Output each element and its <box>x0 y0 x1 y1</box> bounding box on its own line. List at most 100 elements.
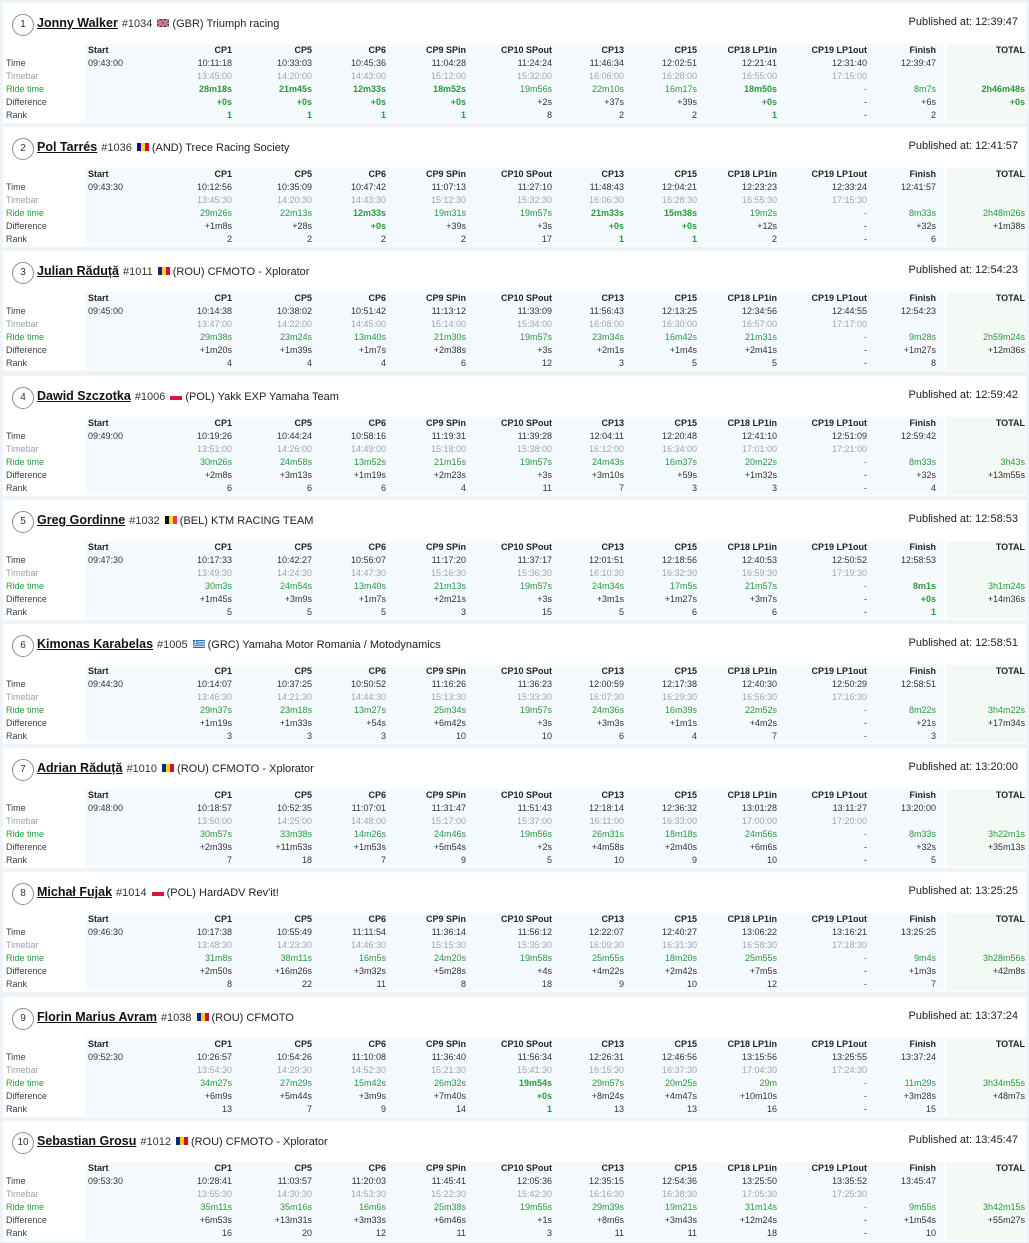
splits-table: Time Timebar Ride time Difference Rank Start 0… <box>3 1037 1026 1116</box>
timebar-cp10-spout: 15:41:30 <box>516 1064 552 1075</box>
column-header-cp15: CP15 <box>674 666 697 676</box>
rank-cp9-spin: 4 <box>460 482 466 493</box>
rider-number: #1011 <box>122 266 153 279</box>
column-header-cp9-spin: CP9 SPin <box>425 1038 466 1049</box>
diff-cp18-lp1in: +7m5s <box>749 966 777 977</box>
rider-name-link[interactable]: Pol Tarrés <box>37 140 98 155</box>
diff-cp9-spin: +39s <box>446 221 466 232</box>
rank-cp1: 1 <box>226 110 232 120</box>
column-header-cp5: CP5 <box>294 666 312 676</box>
diff-cp18-lp1in: +12s <box>757 221 777 232</box>
column-header-total: TOTAL <box>995 541 1025 552</box>
column-shade <box>946 44 1026 122</box>
position-badge: 6 <box>12 635 34 657</box>
diff-cp18-lp1in: +4m2s <box>749 718 777 728</box>
row-label: Difference <box>6 718 47 728</box>
time-cp1: 10:19:26 <box>196 430 232 441</box>
ride-cp10-spout: 19m55s <box>519 1201 552 1212</box>
diff-cp9-spin: +2m21s <box>433 593 466 604</box>
rider-number: #1032 <box>129 514 160 527</box>
rider-card: 5 Greg Gordinne #1032 (BEL) KTM RACING TEAM… <box>3 499 1026 620</box>
ride-total: 2h46m48s <box>981 84 1025 94</box>
row-label: Ride time <box>6 705 45 715</box>
rider-name-link[interactable]: Florin Marius Avram <box>37 1009 157 1024</box>
column-header-cp10-spout: CP10 SPout <box>500 790 552 801</box>
rider-name-link[interactable]: Michał Fujak <box>37 885 113 900</box>
column-header-total: TOTAL <box>995 417 1025 428</box>
row-label: Timebar <box>6 195 39 206</box>
rank-cp6: 3 <box>380 731 386 741</box>
timebar-cp10-spout: 15:37:00 <box>516 816 552 827</box>
rider-number: #1012 <box>140 1135 171 1148</box>
time-cp18-lp1in: 12:40:53 <box>741 554 777 565</box>
ride-cp10-spout: 19m57s <box>519 332 552 343</box>
diff-cp13: +4m22s <box>591 966 624 977</box>
column-shade <box>85 665 944 743</box>
published-time: Published at: 12:58:53 <box>909 513 1018 525</box>
row-label: Time <box>6 1051 26 1062</box>
pol-flag-icon <box>151 888 164 897</box>
ride-cp5: 33m38s <box>279 829 312 840</box>
ride-cp6: 13m52s <box>353 456 386 467</box>
ride-total: 3h43s <box>1000 456 1025 467</box>
rider-name-link[interactable]: Greg Gordinne <box>37 512 126 527</box>
column-header-cp19-lp1out: CP19 LP1out <box>811 417 867 428</box>
diff-total: +55m27s <box>987 1214 1025 1225</box>
column-header-cp19-lp1out: CP19 LP1out <box>811 914 867 925</box>
time-finish: 12:39:47 <box>900 58 936 68</box>
rider-name-link[interactable]: Julian Răduță <box>37 264 119 279</box>
diff-cp18-lp1in: +12m24s <box>739 1214 777 1225</box>
column-header-cp9-spin: CP9 SPin <box>425 293 466 304</box>
rank-cp1: 5 <box>226 606 232 617</box>
rider-team: Yamaha Motor Romania / Motodynamics <box>242 639 441 651</box>
rider-team: HardADV Rev'it! <box>199 887 279 900</box>
row-label: Timebar <box>6 567 39 578</box>
column-header-finish: Finish <box>909 169 937 180</box>
timebar-cp15: 16:33:00 <box>661 816 697 827</box>
row-label: Time <box>6 803 26 814</box>
ride-cp13: 25m55s <box>591 953 624 964</box>
ride-cp5: 22m13s <box>279 208 312 219</box>
bel-flag-icon <box>164 515 177 524</box>
time-cp6: 10:47:42 <box>350 182 386 193</box>
column-header-cp13: CP13 <box>601 293 624 304</box>
time-cp9-spin: 11:19:31 <box>431 430 466 441</box>
timebar-cp13: 16:07:30 <box>588 692 624 702</box>
rank-cp13: 1 <box>618 234 624 245</box>
column-header-cp13: CP13 <box>601 666 624 676</box>
rank-cp15: 9 <box>691 855 697 866</box>
rank-cp5: 18 <box>301 855 312 866</box>
column-shade <box>85 416 944 495</box>
rider-team: CFMOTO - Xplorator <box>211 763 314 776</box>
diff-total: +35m13s <box>987 842 1025 853</box>
rank-cp6: 2 <box>380 234 386 245</box>
rank-finish: 1 <box>930 606 936 617</box>
rank-cp13: 13 <box>613 1103 624 1114</box>
time-cp15: 12:46:56 <box>661 1051 697 1062</box>
ride-cp13: 22m10s <box>591 84 624 94</box>
ride-cp18-lp1in: 24m56s <box>744 829 777 840</box>
rider-name-link[interactable]: Kimonas Karabelas <box>37 637 154 651</box>
rider-name-link[interactable]: Sebastian Grosu <box>37 1133 137 1148</box>
column-header-cp9-spin: CP9 SPin <box>425 541 466 552</box>
timebar-cp5: 14:22:00 <box>276 319 312 330</box>
column-header-cp9-spin: CP9 SPin <box>425 417 466 428</box>
ride-cp18-lp1in: 29m <box>759 1077 777 1088</box>
ride-cp19-lp1out: - <box>864 1201 867 1212</box>
diff-total: +12m36s <box>987 345 1025 356</box>
time-cp9-spin: 11:16:26 <box>431 679 466 689</box>
rider-name-link[interactable]: Jonny Walker <box>37 16 118 30</box>
diff-cp13: +2m1s <box>596 345 624 356</box>
time-cp19-lp1out: 12:50:29 <box>831 679 867 689</box>
column-header-cp1: CP1 <box>214 417 232 428</box>
rider-name-link[interactable]: Dawid Szczotka <box>37 388 131 403</box>
diff-cp5: +13m31s <box>274 1214 312 1225</box>
rider-info: #1006 (POL) Yakk EXP Yamaha Team <box>135 391 339 403</box>
column-header-total: TOTAL <box>995 1162 1025 1173</box>
time-cp13: 12:26:31 <box>588 1051 624 1062</box>
timebar-cp9-spin: 15:18:00 <box>430 443 466 454</box>
column-header-cp5: CP5 <box>294 541 312 552</box>
rider-name-link[interactable]: Adrian Răduță <box>37 761 123 776</box>
diff-cp18-lp1in: +3m7s <box>749 593 777 604</box>
rank-cp9-spin: 3 <box>460 606 466 617</box>
